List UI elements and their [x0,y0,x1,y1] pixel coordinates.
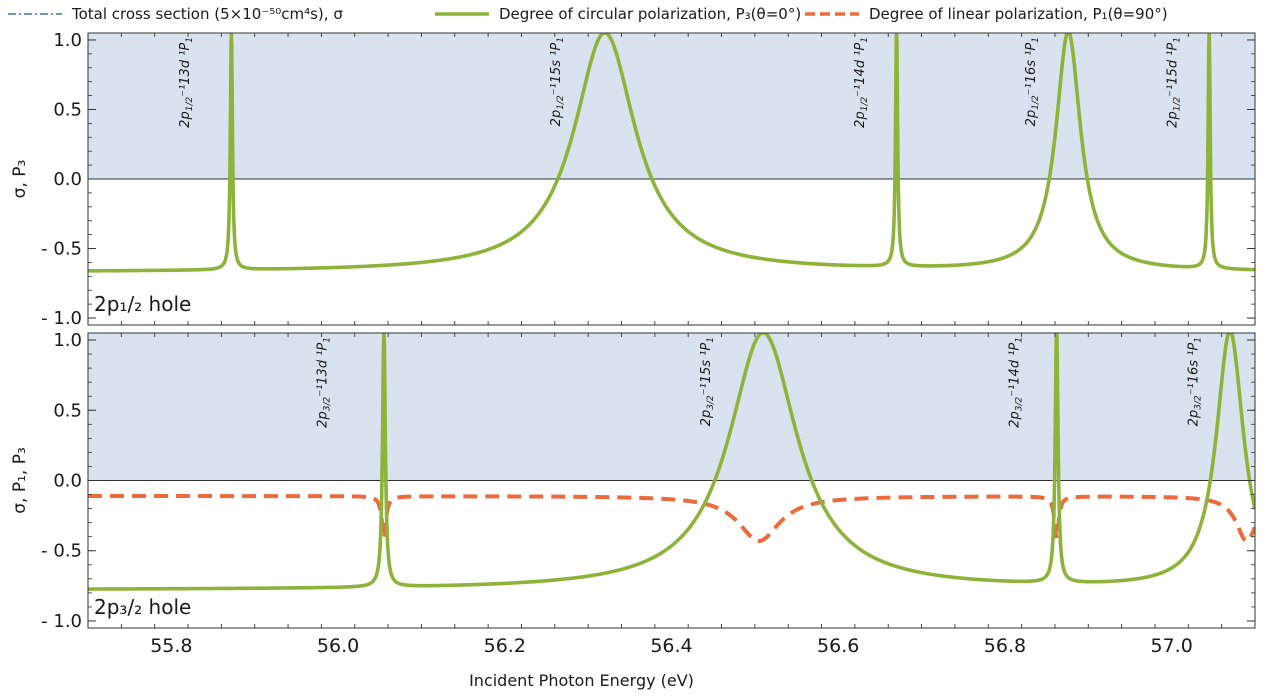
p3-curve [88,333,1255,591]
y-tick-label: - 1.0 [41,308,82,329]
panel-2: 1.0 0.5 0.0 - 0.5 - 1.0 σ, P₁, P₃ 2p₃/₂ hole 2p… [10,330,1256,632]
p1-curve [88,494,1255,544]
y-tick-label: 1.0 [53,30,82,51]
y-axis-label: σ, P₁, P₃ [10,447,30,514]
y-axis-label: σ, P₃ [10,160,30,199]
panel-hole-label: 2p₁/₂ hole [94,292,191,316]
y-tick-label: 0.5 [53,99,82,120]
y-tick-label: - 0.5 [41,541,82,562]
x-tick-label: 56.8 [984,635,1026,657]
y-tick-label: 0.5 [53,400,82,421]
legend-label-sigma: Total cross section (5×10⁻⁵⁰cm⁴s), σ [71,5,343,23]
sigma-fill [88,33,1255,179]
x-axis-label: Incident Photon Energy (eV) [469,671,694,690]
resonance-label: 2p1/2⁻¹13d ¹P1 [178,37,195,128]
resonance-label: 2p3/2⁻¹13d ¹P1 [315,337,332,428]
resonance-label: 2p3/2⁻¹15s ¹P1 [699,337,716,426]
y-tick-label: - 1.0 [41,611,82,632]
resonance-label: 2p3/2⁻¹16s ¹P1 [1186,337,1203,426]
resonance-label: 2p1/2⁻¹15s ¹P1 [549,37,566,126]
panel-1-plot [88,33,1255,273]
x-tick-label: 56.6 [817,635,859,657]
y-tick-label: 0.0 [53,471,82,492]
resonance-label: 2p1/2⁻¹14d ¹P1 [853,37,870,128]
panel-hole-label: 2p₃/₂ hole [94,595,191,619]
x-tick-label: 57.0 [1150,635,1192,657]
resonance-label: 2p1/2⁻¹16s ¹P1 [1024,37,1041,126]
y-tick-label: 0.0 [53,169,82,190]
p3-curve [88,33,1255,273]
legend-group: Total cross section (5×10⁻⁵⁰cm⁴s), σ Degr… [8,5,1168,23]
x-tick-label: 56.0 [317,635,359,657]
sigma-fill [88,333,1255,481]
y-tick-label: - 0.5 [41,239,82,260]
panel-1: 1.0 0.5 0.0 - 0.5 - 1.0 σ, P₃ 2p₁/₂ hole 2p1/2⁻… [10,30,1256,329]
y-tick-label: 1.0 [53,330,82,351]
legend-label-p3: Degree of circular polarization, P₃(θ=0°… [499,5,801,23]
x-tick-label: 56.4 [650,635,692,657]
x-tick-label: 56.2 [484,635,526,657]
x-tick-label: 55.8 [150,635,192,657]
panel-2-plot [88,333,1255,591]
legend-label-p1: Degree of linear polarization, P₁(θ=90°) [869,5,1168,23]
resonance-label: 2p3/2⁻¹14d ¹P1 [1007,337,1024,428]
resonance-label: 2p1/2⁻¹15d ¹P1 [1166,37,1183,128]
